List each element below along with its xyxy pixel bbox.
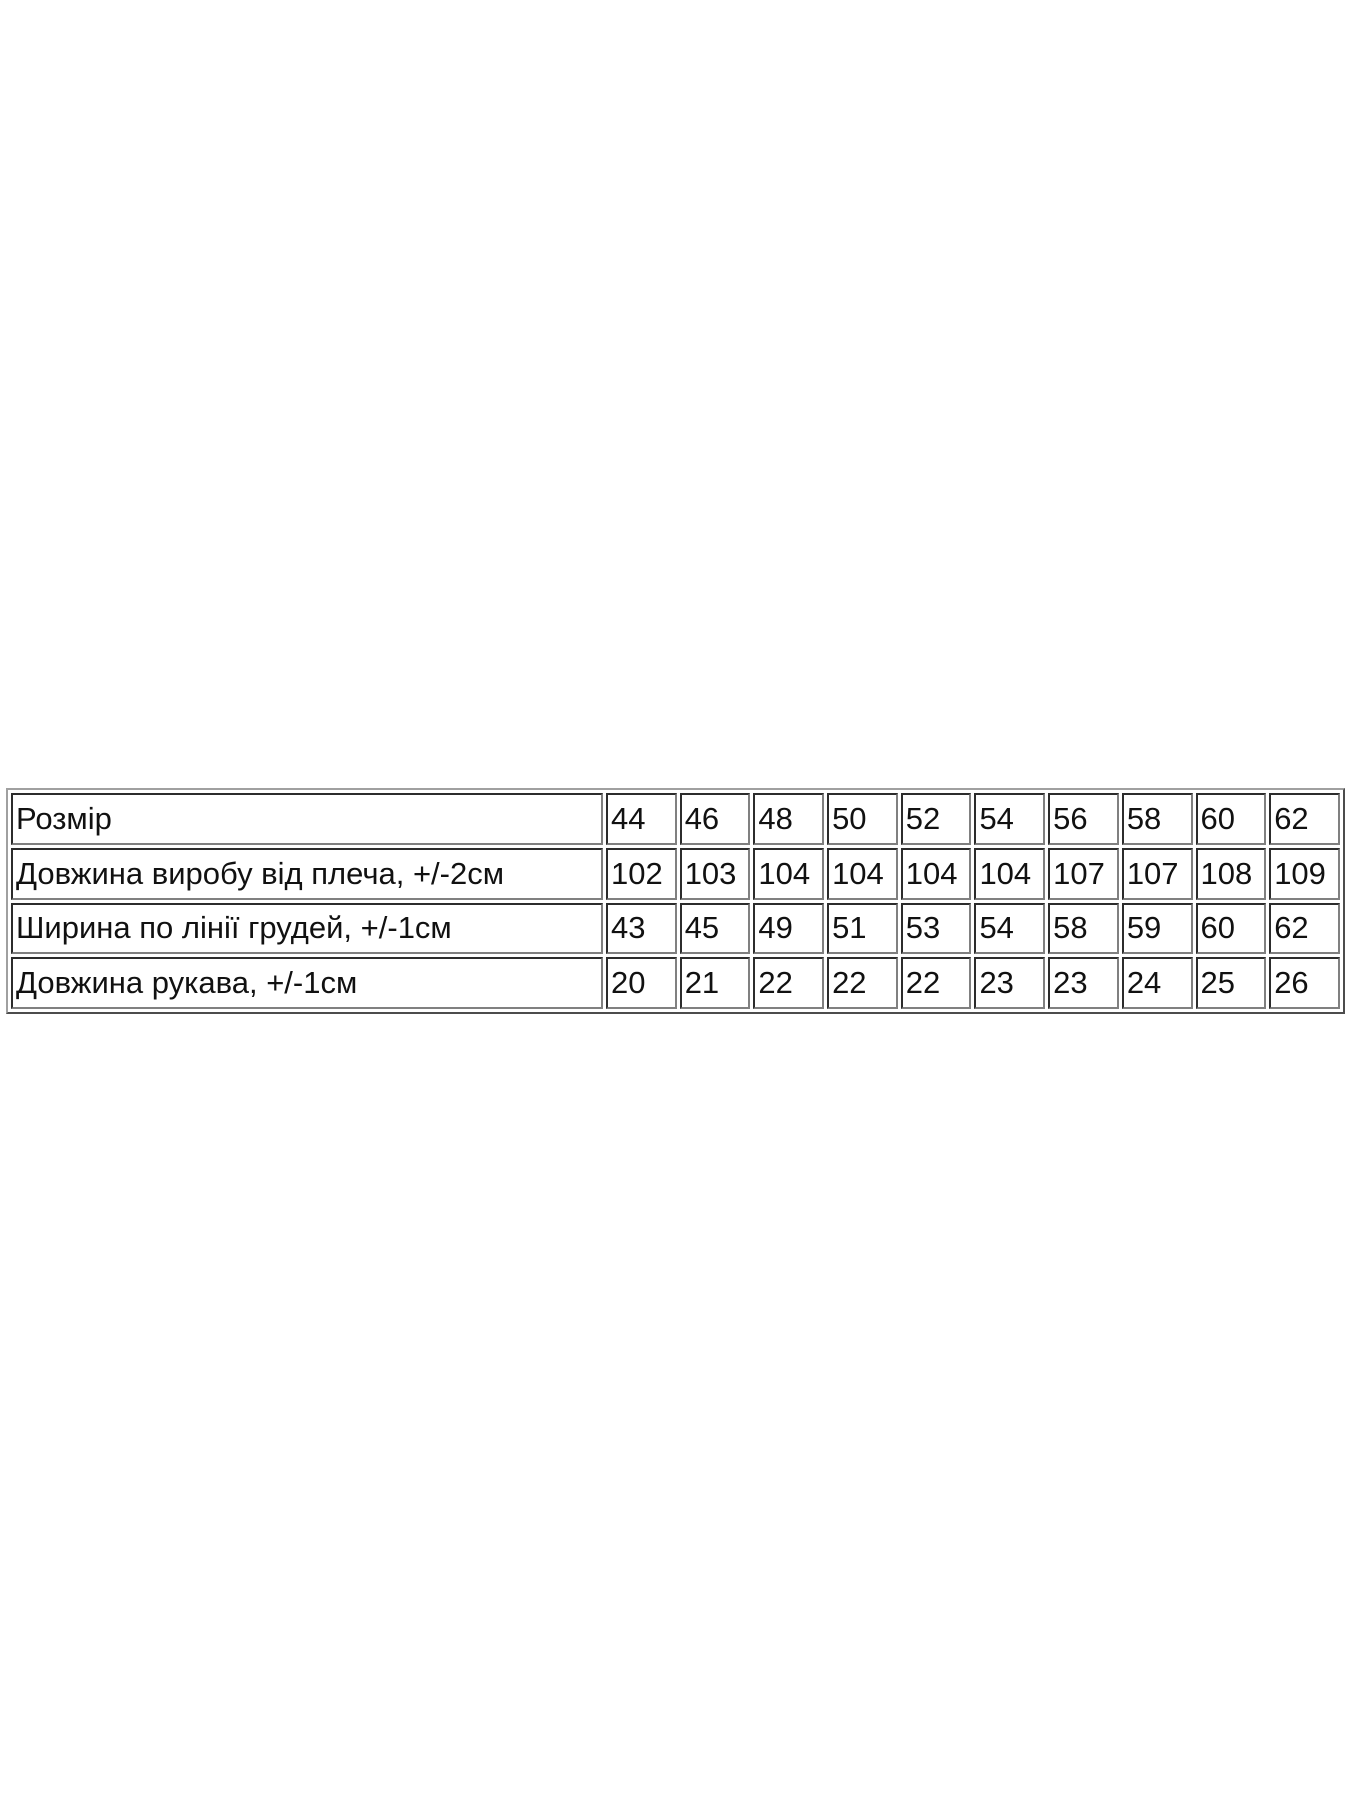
row-label: Розмір bbox=[11, 793, 603, 845]
table-row: Ширина по лінії грудей, +/-1см 43 45 49 51 53… bbox=[11, 902, 1340, 955]
table-cell: 104 bbox=[753, 847, 825, 900]
table-cell: 26 bbox=[1269, 957, 1340, 1009]
table-row: Розмір 44 46 48 50 52 54 56 58 60 62 bbox=[11, 793, 1340, 845]
table-cell: 104 bbox=[900, 847, 972, 900]
table-cell: 107 bbox=[1048, 847, 1119, 900]
table-cell: 58 bbox=[1121, 793, 1193, 845]
table-cell: 46 bbox=[679, 793, 751, 845]
table-cell: 25 bbox=[1195, 957, 1267, 1009]
table-cell: 108 bbox=[1195, 847, 1267, 900]
table-cell: 45 bbox=[679, 902, 751, 955]
table-cell: 22 bbox=[900, 957, 972, 1009]
table-cell: 23 bbox=[1048, 957, 1119, 1009]
table-cell: 49 bbox=[753, 902, 825, 955]
table-cell: 22 bbox=[827, 957, 898, 1009]
table-cell: 50 bbox=[827, 793, 898, 845]
table-cell: 59 bbox=[1121, 902, 1193, 955]
table-cell: 60 bbox=[1195, 793, 1267, 845]
table-cell: 56 bbox=[1048, 793, 1119, 845]
table-cell: 51 bbox=[827, 902, 898, 955]
table-cell: 58 bbox=[1048, 902, 1119, 955]
row-label: Довжина рукава, +/-1см bbox=[11, 957, 603, 1009]
size-chart-table: Розмір 44 46 48 50 52 54 56 58 60 62 Довжина виробу… bbox=[6, 788, 1345, 1014]
table-cell: 22 bbox=[753, 957, 825, 1009]
table-cell: 23 bbox=[974, 957, 1046, 1009]
table-cell: 43 bbox=[606, 902, 677, 955]
table-cell: 53 bbox=[900, 902, 972, 955]
table-cell: 48 bbox=[753, 793, 825, 845]
table-cell: 21 bbox=[679, 957, 751, 1009]
table-cell: 54 bbox=[974, 793, 1046, 845]
table-cell: 54 bbox=[974, 902, 1046, 955]
table-cell: 103 bbox=[679, 847, 751, 900]
table-cell: 62 bbox=[1269, 793, 1340, 845]
table-cell: 62 bbox=[1269, 902, 1340, 955]
table-cell: 24 bbox=[1121, 957, 1193, 1009]
table-cell: 104 bbox=[974, 847, 1046, 900]
table-cell: 102 bbox=[606, 847, 677, 900]
row-label: Довжина виробу від плеча, +/-2см bbox=[11, 847, 603, 900]
table-cell: 44 bbox=[606, 793, 677, 845]
table-cell: 104 bbox=[827, 847, 898, 900]
size-chart-body: Розмір 44 46 48 50 52 54 56 58 60 62 Довжина виробу… bbox=[11, 793, 1340, 1009]
table-row: Довжина виробу від плеча, +/-2см 102 103 10… bbox=[11, 847, 1340, 900]
table-cell: 20 bbox=[606, 957, 677, 1009]
table-cell: 60 bbox=[1195, 902, 1267, 955]
table-row: Довжина рукава, +/-1см 20 21 22 22 22 23 23 24 25… bbox=[11, 957, 1340, 1009]
table-cell: 107 bbox=[1121, 847, 1193, 900]
row-label: Ширина по лінії грудей, +/-1см bbox=[11, 902, 603, 955]
table-cell: 52 bbox=[900, 793, 972, 845]
table-cell: 109 bbox=[1269, 847, 1340, 900]
